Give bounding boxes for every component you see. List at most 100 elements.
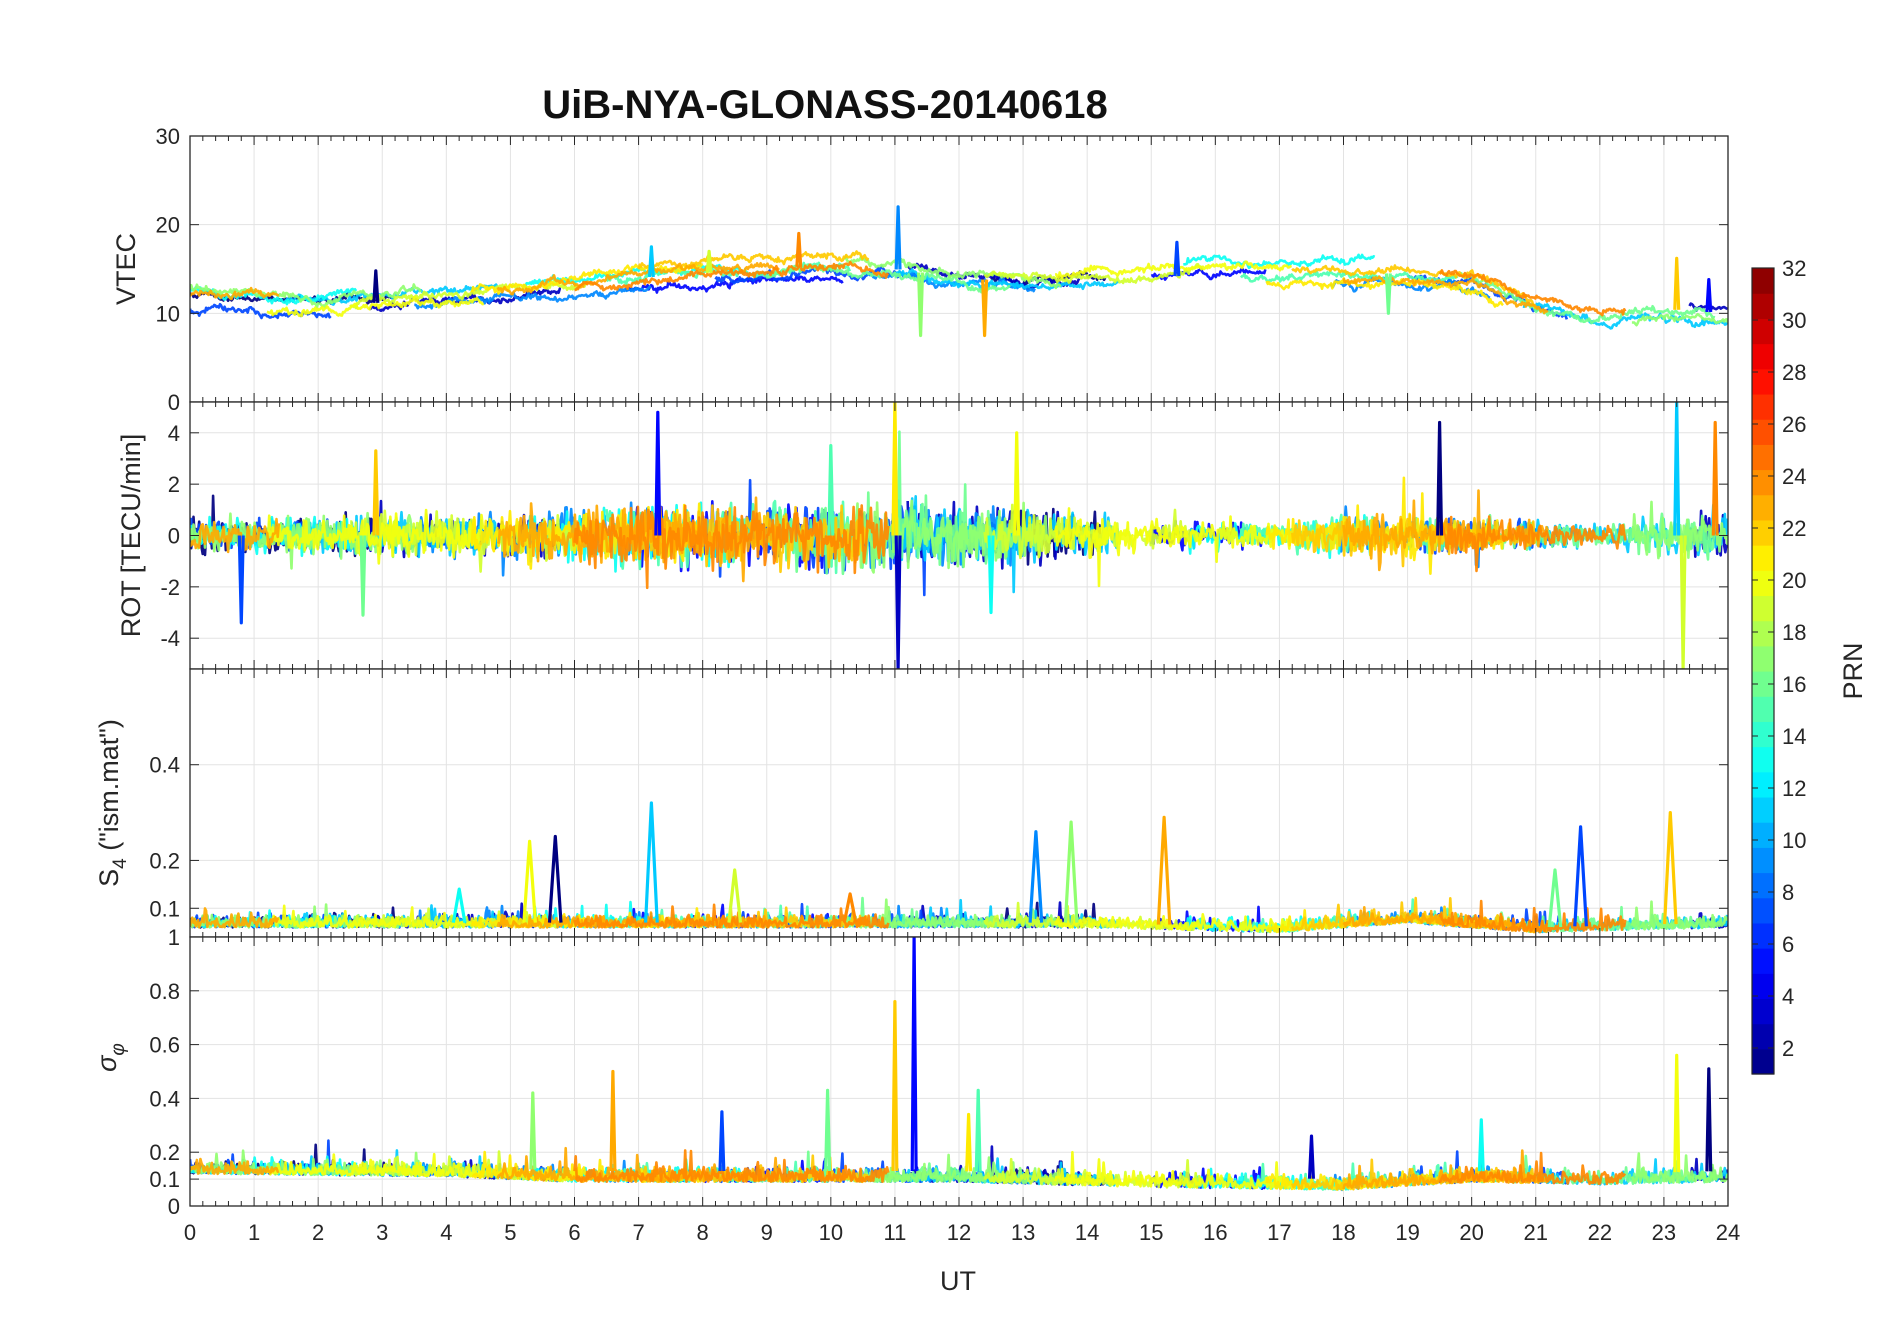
spike-mark <box>1384 273 1392 315</box>
spike-mark <box>1307 1134 1315 1179</box>
y-tick-label: 0 <box>168 524 180 549</box>
y-tick-label: 0.4 <box>149 1086 180 1111</box>
colorbar-tick-label: 12 <box>1782 776 1806 801</box>
y-tick-label: 0.2 <box>149 848 180 873</box>
colorbar-swatch <box>1752 293 1774 319</box>
spike-mark <box>1436 420 1444 536</box>
spike-mark <box>965 1112 973 1172</box>
series-line-prn-15 <box>1239 270 1459 284</box>
colorbar-tick-label: 28 <box>1782 360 1806 385</box>
colorbar-tick-label: 32 <box>1782 256 1806 281</box>
spike-mark <box>647 245 655 278</box>
colorbar-swatch <box>1752 343 1774 370</box>
spike-mark <box>1477 1118 1485 1172</box>
panel-3: 0.1 0.2 0.4 S4 ("ism.mat") <box>94 668 1729 938</box>
y-tick-label: 0 <box>168 390 180 415</box>
spike-mark <box>827 444 835 536</box>
colorbar-tick-label: 30 <box>1782 308 1806 333</box>
x-tick-label: 16 <box>1203 1220 1227 1245</box>
y-tick-label: 0.6 <box>149 1033 180 1058</box>
colorbar-swatch <box>1752 469 1774 496</box>
colorbar-tick-label: 16 <box>1782 672 1806 697</box>
panel-2: -4 -2 0 2 4 ROT [TECU/min] <box>116 401 1729 670</box>
spike-mark <box>795 231 803 267</box>
series-line-prn-9 <box>414 285 652 310</box>
colorbar-swatch <box>1752 570 1774 597</box>
spike-mark <box>987 535 995 615</box>
y-tick-label: 30 <box>156 124 180 149</box>
series-line-prn-11 <box>894 268 1119 291</box>
x-tick-label: 0 <box>184 1220 196 1245</box>
series-line-prn-9 <box>1329 906 1491 929</box>
series-group <box>190 402 1728 669</box>
series-group <box>190 801 1728 934</box>
series-line-prn-23 <box>1342 489 1549 572</box>
spike-mark <box>237 535 245 625</box>
series-line-prn-21 <box>470 262 704 295</box>
series-line-prn-20 <box>1053 913 1292 933</box>
spike-mark <box>359 535 367 617</box>
series-line-prn-24 <box>1438 899 1627 934</box>
colorbar-tick-label: 20 <box>1782 568 1806 593</box>
spike-mark <box>1705 1067 1713 1172</box>
y-axis-label-part: 4 <box>110 858 131 869</box>
series-line-prn-22 <box>1291 264 1537 310</box>
series-line-prn-23 <box>190 517 281 554</box>
colorbar-swatch <box>1752 494 1774 521</box>
colorbar-swatch <box>1752 696 1774 722</box>
x-tick-label: 1 <box>248 1220 260 1245</box>
spike-mark <box>522 839 537 923</box>
x-tick-label: 3 <box>376 1220 388 1245</box>
x-tick-label: 8 <box>697 1220 709 1245</box>
series-line-prn-24 <box>1438 1151 1627 1186</box>
spike-mark <box>1573 825 1588 927</box>
colorbar-swatch <box>1752 620 1774 647</box>
colorbar-tick-label: 2 <box>1782 1036 1794 1061</box>
y-tick-label: 10 <box>156 301 180 326</box>
spike-mark <box>910 937 918 1172</box>
spike-mark <box>894 535 902 669</box>
colorbar-swatch <box>1752 822 1774 848</box>
colorbar-swatch <box>1752 998 1774 1025</box>
y-tick-label: 20 <box>156 213 180 238</box>
colorbar-tick-label: 14 <box>1782 724 1806 749</box>
series-line-prn-24 <box>573 1149 890 1183</box>
series-line-prn-24 <box>574 260 890 292</box>
spike-mark <box>1063 820 1079 923</box>
y-axis-label-part: σ <box>92 1054 122 1072</box>
series-line-prn-24 <box>1438 269 1627 317</box>
colorbar-tick-label: 6 <box>1782 932 1794 957</box>
y-tick-label: 4 <box>168 421 180 446</box>
spike-mark <box>824 1088 832 1172</box>
colorbar-swatch <box>1752 721 1774 748</box>
series-line-prn-19 <box>983 263 1203 285</box>
series-line-prn-5 <box>1150 266 1267 281</box>
spike-mark <box>1156 815 1172 925</box>
series-line-prn-23 <box>1342 275 1549 315</box>
x-axis-label: UT <box>940 1266 976 1296</box>
y-tick-label: -4 <box>160 626 180 651</box>
y-axis-label: σφ <box>92 1043 129 1072</box>
x-tick-label: 15 <box>1139 1220 1163 1245</box>
spike-mark <box>1013 431 1021 536</box>
x-tick-label: 18 <box>1331 1220 1355 1245</box>
spike-mark <box>705 249 713 274</box>
colorbar-swatch <box>1752 671 1774 697</box>
series-line-prn-23 <box>190 907 280 929</box>
y-axis-label: VTEC <box>111 233 141 305</box>
y-axis-label: ROT [TECU/min] <box>116 434 146 638</box>
x-tick-label: 20 <box>1459 1220 1483 1245</box>
colorbar-swatch <box>1752 771 1774 798</box>
spike-mark <box>894 205 902 270</box>
spike-mark <box>974 1088 982 1172</box>
spike-mark <box>842 892 858 923</box>
colorbar-swatch <box>1752 419 1774 445</box>
spike-mark <box>372 449 380 536</box>
spike-mark <box>891 1000 899 1172</box>
series-line-prn-24 <box>573 504 890 590</box>
x-tick-label: 2 <box>312 1220 324 1245</box>
spike-mark <box>654 410 662 536</box>
spike-mark <box>891 402 899 536</box>
